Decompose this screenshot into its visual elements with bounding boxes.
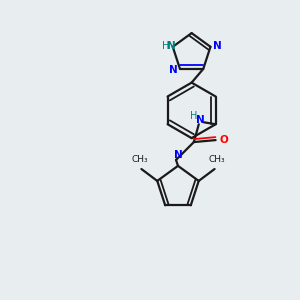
Text: N: N xyxy=(174,150,182,160)
Text: O: O xyxy=(219,135,228,145)
Text: CH₃: CH₃ xyxy=(131,155,148,164)
Text: N: N xyxy=(167,41,176,51)
Text: H: H xyxy=(190,111,197,121)
Text: N: N xyxy=(213,41,222,51)
Text: H: H xyxy=(162,41,169,51)
Text: N: N xyxy=(196,115,205,125)
Text: CH₃: CH₃ xyxy=(208,155,225,164)
Text: N: N xyxy=(169,65,177,75)
